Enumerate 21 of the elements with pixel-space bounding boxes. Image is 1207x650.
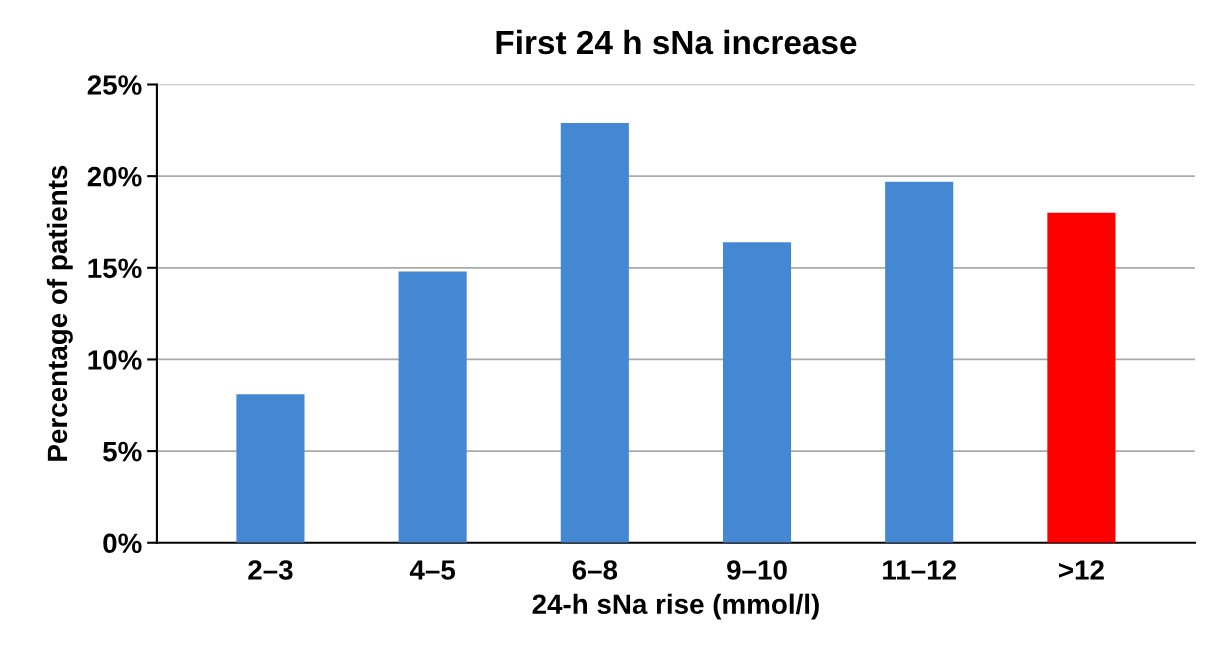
y-tick-label: 25% (87, 75, 142, 95)
y-tick-label: 20% (87, 166, 142, 187)
x-tick-label: 2–3 (248, 560, 293, 580)
x-tick-label: 6–8 (572, 560, 618, 580)
y-tick-label: 5% (103, 441, 142, 462)
bar (885, 181, 954, 543)
y-tick-label: 0% (103, 533, 142, 554)
y-axis-title: Percentage of patients (46, 165, 73, 461)
y-tick-label: 10% (88, 350, 142, 370)
x-tick-label: >12 (1059, 560, 1104, 580)
y-tick-label: 15% (88, 258, 142, 279)
bar (560, 122, 629, 543)
bar (1047, 212, 1116, 543)
x-tick-label: 11–12 (883, 560, 956, 580)
bar (236, 394, 305, 543)
bar (398, 271, 467, 543)
bar (722, 242, 792, 543)
x-tick-label: 4–5 (409, 560, 456, 580)
x-tick-label: 9–10 (727, 560, 787, 580)
x-axis-title: 24-h sNa rise (mmol/l) (532, 593, 819, 620)
chart-title: First 24 h sNa increase (496, 29, 857, 55)
